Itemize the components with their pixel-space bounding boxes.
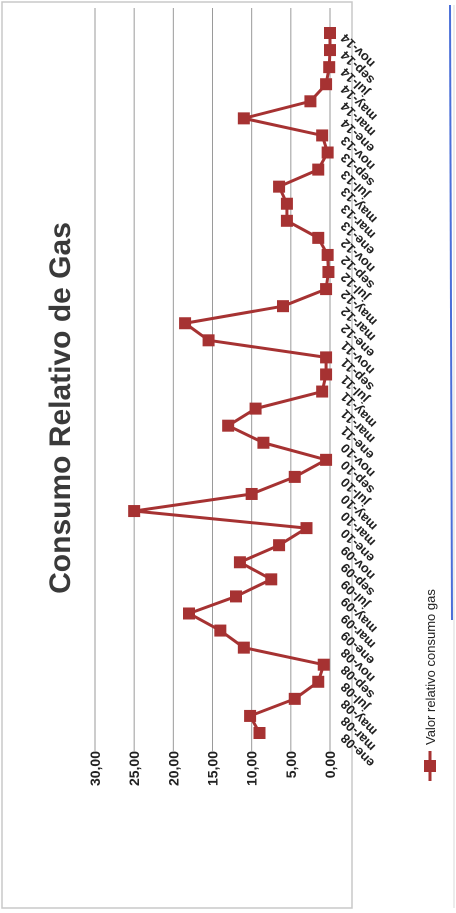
data-point xyxy=(245,487,258,500)
right-edge-line xyxy=(449,4,453,621)
x-axis-categories: ene-08mar-08may-08jul-08sep-08nov-08ene-… xyxy=(337,30,380,770)
data-point xyxy=(257,436,270,449)
data-point xyxy=(317,658,330,671)
data-point xyxy=(183,607,195,620)
data-point xyxy=(300,522,313,535)
rotated-chart: 0,00 5,00 10,00 15,00 20,00 25,00 30,00 ene-08… xyxy=(44,8,438,786)
series-points xyxy=(128,27,336,739)
data-point xyxy=(280,214,293,227)
data-point xyxy=(312,231,325,244)
data-point xyxy=(288,470,301,483)
data-point xyxy=(316,385,329,398)
data-point xyxy=(277,300,289,313)
y-tick-label: 25,00 xyxy=(126,751,142,786)
data-point xyxy=(324,27,336,39)
data-point xyxy=(214,624,227,637)
data-point xyxy=(273,180,286,193)
data-point xyxy=(253,727,266,739)
y-tick-label: 30,00 xyxy=(87,751,103,786)
data-point xyxy=(316,129,329,142)
data-point xyxy=(312,163,325,176)
data-point xyxy=(304,95,317,108)
y-tick-label: 10,00 xyxy=(244,751,260,786)
data-point xyxy=(320,453,333,466)
data-point xyxy=(222,419,235,432)
data-point xyxy=(312,675,325,688)
data-point xyxy=(321,146,334,159)
data-point xyxy=(237,641,250,654)
data-point xyxy=(322,266,335,279)
legend-marker-swatch xyxy=(424,760,436,772)
y-tick-label: 15,00 xyxy=(205,751,221,786)
data-point xyxy=(320,78,333,91)
gridlines xyxy=(94,8,331,751)
data-point xyxy=(179,317,192,330)
data-point xyxy=(323,61,336,74)
data-point xyxy=(237,112,250,125)
y-tick-label: 20,00 xyxy=(165,751,181,786)
data-point xyxy=(320,351,333,364)
data-point xyxy=(324,44,336,57)
data-point xyxy=(280,197,293,210)
data-point xyxy=(265,573,278,586)
data-point xyxy=(128,505,141,518)
data-point xyxy=(273,539,286,552)
y-axis-ticks: 0,00 5,00 10,00 15,00 20,00 25,00 30,00 xyxy=(87,751,338,786)
data-point xyxy=(230,590,242,603)
data-point xyxy=(320,283,333,296)
data-point xyxy=(202,334,215,347)
data-point xyxy=(244,709,257,722)
chart-frame xyxy=(1,1,353,909)
legend-label: Valor relativo consumo gas xyxy=(423,589,438,745)
data-point xyxy=(249,402,262,415)
data-point xyxy=(233,556,246,569)
y-tick-label: 0,00 xyxy=(322,751,338,778)
legend: Valor relativo consumo gas xyxy=(423,589,438,781)
chart-title: Consumo Relativo de Gas xyxy=(44,222,77,594)
data-point xyxy=(288,692,301,705)
y-tick-label: 5,00 xyxy=(283,751,299,778)
data-point xyxy=(320,368,333,381)
data-point xyxy=(321,248,334,261)
